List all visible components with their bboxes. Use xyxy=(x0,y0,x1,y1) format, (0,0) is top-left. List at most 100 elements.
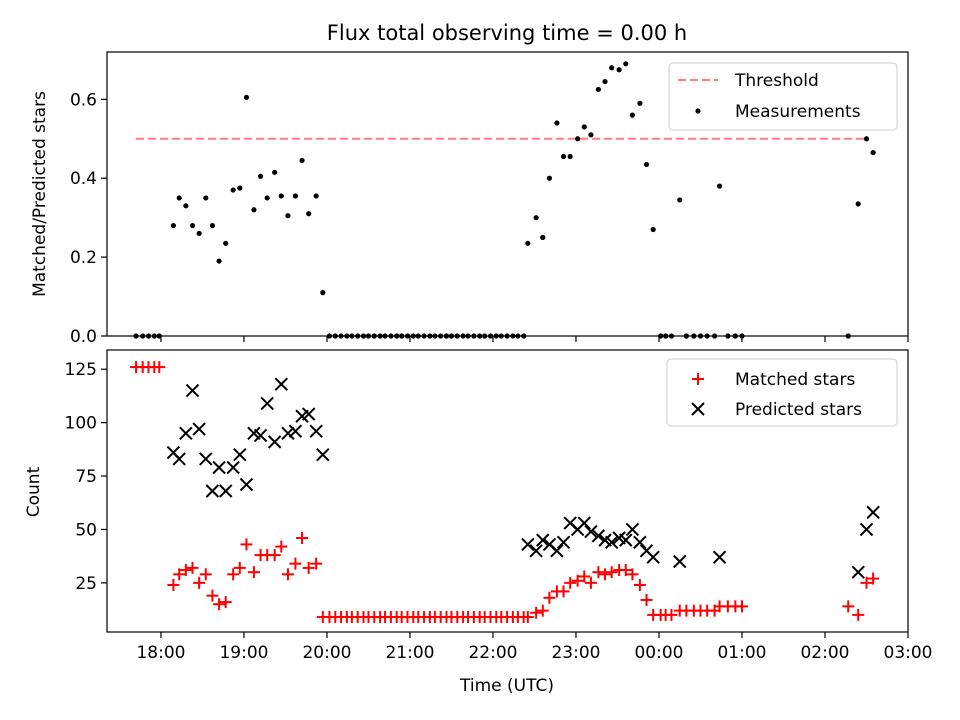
predicted-star-point xyxy=(309,424,323,438)
predicted-star-point xyxy=(267,435,282,449)
matched-star-point xyxy=(281,568,294,581)
measurement-point xyxy=(716,183,723,189)
predicted-star-point xyxy=(673,554,687,569)
measurement-point xyxy=(306,211,312,217)
predicted-star-point xyxy=(205,484,220,498)
measurement-point xyxy=(650,226,656,233)
matched-star-point xyxy=(571,574,584,587)
predicted-star-point-b xyxy=(166,445,181,460)
predicted-star-point xyxy=(619,533,633,547)
predicted-star-point-b xyxy=(212,460,226,475)
predicted-star-point-b xyxy=(646,550,660,564)
predicted-star-point xyxy=(859,522,874,537)
measurement-point xyxy=(285,213,291,219)
flux-ratio-y-tick-label: 0.6 xyxy=(70,90,97,110)
measurement-point xyxy=(677,197,683,203)
predicted-star-point-b xyxy=(199,452,213,466)
flux-ratio-y-tick-label: 0.0 xyxy=(70,327,97,347)
predicted-star-point-b xyxy=(288,424,303,438)
measurement-point xyxy=(183,203,189,209)
star-count-x-tick-label: 03:00 xyxy=(884,643,933,663)
star-count-x-tick-label: 20:00 xyxy=(302,643,351,663)
predicted-star-point-b xyxy=(598,533,612,547)
measurement-point xyxy=(581,124,587,130)
star-count-y-tick-label: 125 xyxy=(65,360,97,380)
predicted-star-point xyxy=(625,522,640,537)
matched-star-point xyxy=(605,566,618,579)
matched-star-point xyxy=(633,579,646,591)
star-count-x-tick-label: 18:00 xyxy=(136,643,185,663)
predicted-stars-legend-label: Predicted stars xyxy=(735,400,862,420)
matched-star-point xyxy=(289,557,302,570)
measurements-legend-swatch xyxy=(695,108,701,114)
predicted-star-point-b xyxy=(281,426,295,441)
flux-ratio-y-tick-label: 0.4 xyxy=(70,169,97,189)
measurement-point xyxy=(264,195,270,201)
matched-star-point xyxy=(153,361,166,374)
matched-star-point xyxy=(233,561,246,574)
flux-ratio-panel: 0.0 0.2 0.4 0.6 Matched/Predicted stars Thr… xyxy=(30,51,909,347)
predicted-star-point-b xyxy=(673,554,687,569)
predicted-star-point-b xyxy=(267,435,282,449)
matched-star-point xyxy=(735,600,748,613)
predicted-star-point xyxy=(185,383,200,398)
predicted-star-point-b xyxy=(536,533,550,547)
star-count-legend-box xyxy=(666,358,898,427)
predicted-star-point-b xyxy=(604,535,619,549)
measurement-point xyxy=(189,222,196,229)
measurement-point xyxy=(616,67,622,73)
measurement-point xyxy=(863,136,870,142)
measurement-point xyxy=(170,222,177,229)
measurement-point xyxy=(637,100,643,106)
measurement-point xyxy=(609,65,615,71)
star-count-x-tick-label: 21:00 xyxy=(385,643,434,663)
matched-star-point xyxy=(199,568,212,581)
matched-star-point xyxy=(543,591,556,604)
flux-ratio-legend-box xyxy=(668,62,898,131)
star-count-legend: Matched stars Predicted stars xyxy=(666,358,898,427)
predicted-star-point xyxy=(529,544,543,558)
matched-star-point xyxy=(173,568,186,581)
star-count-x-tick-label: 01:00 xyxy=(717,643,766,663)
matched-star-point xyxy=(247,566,260,579)
matched-star-point xyxy=(557,585,570,598)
star-count-x-tick-label: 00:00 xyxy=(634,643,683,663)
predicted-star-point xyxy=(633,535,647,549)
measurement-point xyxy=(223,240,229,246)
star-count-marks xyxy=(130,361,880,624)
predicted-star-point xyxy=(199,452,213,466)
measurement-point xyxy=(243,94,250,100)
star-count-x-tick-label: 22:00 xyxy=(468,643,517,663)
predicted-star-point-b xyxy=(550,544,564,558)
matched-star-point xyxy=(521,611,534,624)
matched-star-point xyxy=(578,570,591,583)
flux-ratio-legend: Threshold Measurements xyxy=(668,62,898,131)
flux-ratio-y-tick-label: 0.2 xyxy=(70,248,97,268)
matched-star-point xyxy=(592,566,605,579)
predicted-star-point xyxy=(281,426,295,441)
predicted-star-point-b xyxy=(309,424,323,438)
measurement-point xyxy=(525,240,531,246)
matched-star-point xyxy=(240,538,253,551)
predicted-star-point-b xyxy=(233,447,247,462)
predicted-star-point xyxy=(172,452,186,466)
measurement-point xyxy=(855,201,861,207)
matched-star-point xyxy=(867,572,880,585)
star-count-x-tick-label: 23:00 xyxy=(551,643,600,663)
predicted-star-point xyxy=(274,377,289,391)
matched-star-point xyxy=(564,576,577,589)
measurements-legend-label: Measurements xyxy=(735,102,861,122)
star-count-y-axis-label: Count xyxy=(24,466,44,517)
predicted-star-point xyxy=(301,407,316,421)
threshold-legend-label: Threshold xyxy=(734,71,819,91)
star-count-y-tick-label: 25 xyxy=(75,574,97,594)
predicted-star-point-b xyxy=(218,484,233,498)
matched-star-point xyxy=(665,608,678,621)
predicted-star-point xyxy=(866,505,880,520)
measurement-point xyxy=(567,153,573,160)
predicted-star-point-b xyxy=(521,537,535,552)
star-count-panel: 18:00 19:00 20:00 21:00 22:00 23:00 00:00 01:00… xyxy=(24,349,933,696)
predicted-star-point xyxy=(226,460,240,475)
matched-star-point xyxy=(860,576,873,589)
predicted-star-point-b xyxy=(172,452,186,466)
